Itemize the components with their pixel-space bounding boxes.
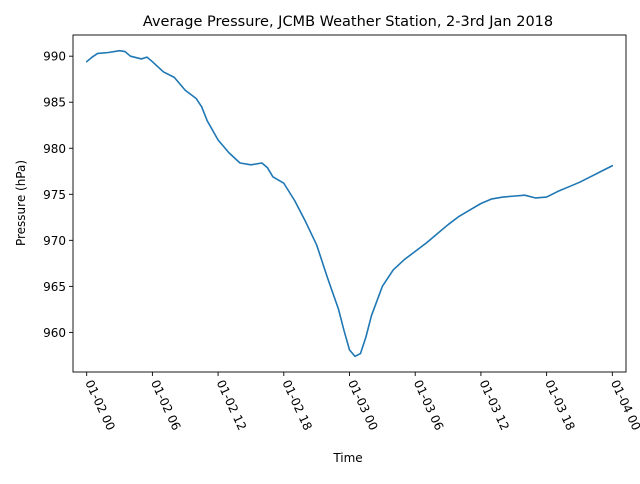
- y-tick-label: 980: [43, 142, 66, 156]
- series-line: [85, 49, 614, 358]
- y-tick-label: 975: [43, 188, 66, 202]
- y-tick-label: 960: [43, 326, 66, 340]
- x-axis-label: Time: [332, 451, 362, 465]
- x-tick-label: 01-02 06: [148, 378, 183, 433]
- x-tick-label: 01-02 00: [82, 378, 117, 433]
- x-tick-label: 01-03 00: [345, 378, 380, 433]
- x-axis: 01-02 00 01-02 06 01-02 12 01-02 18 01-03 00…: [82, 372, 640, 433]
- x-tick-label: 01-02 18: [279, 378, 314, 433]
- x-tick-label: 01-03 18: [542, 378, 577, 433]
- y-tick-label: 970: [43, 234, 66, 248]
- chart-title: Average Pressure, JCMB Weather Station, …: [143, 14, 553, 30]
- y-tick-label: 990: [43, 50, 66, 64]
- axes-frame: [72, 34, 627, 373]
- x-tick-label: 01-04 00: [608, 378, 640, 433]
- y-tick-label: 985: [43, 96, 66, 110]
- x-tick-label: 01-02 12: [214, 378, 249, 433]
- y-axis-label: Pressure (hPa): [14, 160, 28, 246]
- plot-area: [85, 49, 614, 358]
- x-tick-label: 01-03 06: [411, 378, 446, 433]
- y-axis: 960 965 970 975 980 985 990: [43, 50, 73, 340]
- x-tick-label: 01-03 12: [476, 378, 511, 433]
- y-tick-label: 965: [43, 280, 66, 294]
